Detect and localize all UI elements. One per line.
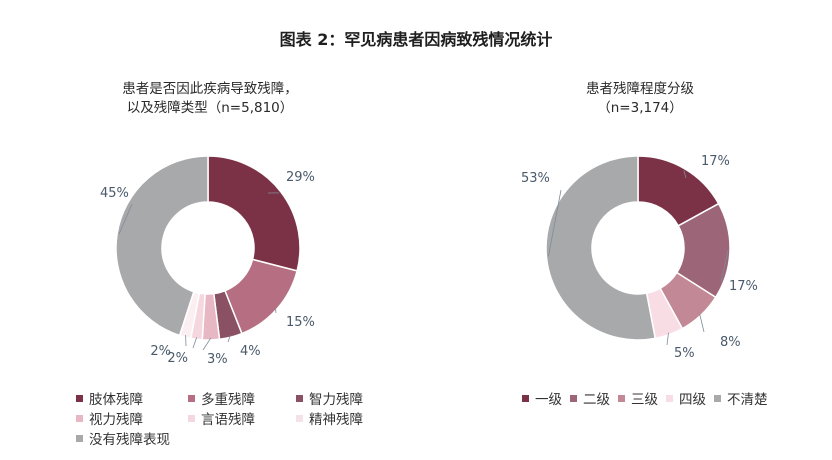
legend-label: 没有残障表现 (89, 432, 170, 448)
left-legend-item-7: 没有残障表现 (76, 428, 170, 448)
left-legend-item-2: 多重残障 (188, 388, 255, 408)
chart2-data-label-4: 5% (674, 346, 695, 361)
chart1-slice-1 (207, 155, 301, 272)
left-chart-heading: 患者是否因此疾病导致残障， 以及残障类型（n=5,810） (90, 80, 330, 118)
legend-swatch (188, 394, 195, 402)
legend-swatch (296, 394, 303, 402)
right-legend-swatch-2 (570, 394, 577, 402)
right-legend-swatch-5 (714, 394, 721, 402)
chart1-data-label-2: 15% (286, 315, 315, 330)
chart2-leader-4 (666, 332, 669, 346)
chart2-leader-1 (683, 170, 687, 179)
legend-swatch (76, 394, 83, 402)
right-legend-label-3: 三级 (631, 392, 658, 408)
chart1-data-label-7: 45% (100, 186, 129, 201)
left-legend-item-3: 智力残障 (296, 388, 363, 408)
legend-swatch (188, 414, 195, 422)
chart1-data-label-3: 4% (240, 344, 261, 359)
right-legend-swatch-3 (618, 394, 625, 402)
right-legend-label-4: 四级 (679, 392, 706, 408)
left-legend-item-6: 精神残障 (296, 408, 363, 428)
chart1-data-label-4: 3% (207, 352, 228, 367)
chart1-leader-3 (227, 335, 231, 343)
right-legend-label-5: 不清楚 (727, 392, 768, 408)
legend-label: 智力残障 (309, 392, 363, 408)
chart2-data-label-5: 53% (521, 171, 550, 186)
right-legend-swatch-4 (666, 394, 673, 402)
chart2-leader-3 (699, 313, 705, 333)
chart2-slice-5 (545, 155, 657, 341)
legend-label: 多重残障 (201, 392, 255, 408)
right-legend-swatch-1 (522, 394, 529, 402)
chart-title: 图表 2：罕见病患者因病致残情况统计 (279, 30, 553, 49)
legend-label: 精神残障 (309, 412, 363, 428)
legend-label: 言语残障 (201, 412, 255, 428)
right-legend-label-1: 一级 (535, 392, 562, 408)
chart1-leader-4 (202, 337, 212, 351)
chart2-data-label-2: 17% (729, 279, 758, 294)
right-chart-heading: 患者残障程度分级 （n=3,174） (520, 80, 760, 118)
right-chart-title: 患者残障程度分级 (586, 81, 694, 97)
left-chart-subtitle: 以及残障类型（n=5,810） (126, 100, 294, 116)
left-legend-item-4: 视力残障 (76, 408, 143, 428)
chart1-data-label-6: 2% (150, 344, 171, 359)
chart1-data-label-5: 2% (167, 351, 188, 366)
left-legend-item-5: 言语残障 (188, 408, 255, 428)
chart2-data-label-3: 8% (720, 335, 741, 350)
chart1-leader-7 (118, 203, 133, 235)
chart1-data-label-1: 29% (286, 170, 315, 185)
legend-label: 视力残障 (89, 412, 143, 428)
left-chart-title: 患者是否因此疾病导致残障， (122, 81, 298, 97)
legend-swatch (296, 414, 303, 422)
legend-swatch (76, 414, 83, 422)
chart1-leader-5 (192, 337, 198, 349)
legend-label: 肢体残障 (89, 392, 143, 408)
legend-swatch (76, 434, 83, 442)
right-legend-label-2: 二级 (583, 392, 610, 408)
chart2-data-label-1: 17% (701, 154, 730, 169)
right-legend: 一级 二级 三级 四级 不清楚 (522, 388, 772, 408)
chart1-slice-7 (115, 155, 209, 337)
chart2-leader-2 (720, 250, 729, 283)
left-legend-item-1: 肢体残障 (76, 388, 143, 408)
chart2-leader-5 (548, 189, 562, 257)
right-chart-subtitle: （n=3,174） (597, 100, 683, 116)
